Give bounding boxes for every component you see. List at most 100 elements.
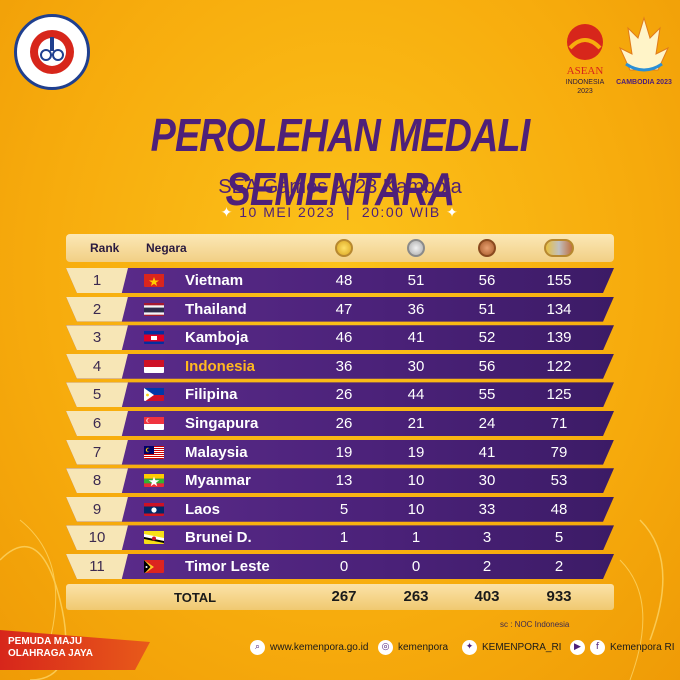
gold-count: 26 <box>335 415 353 432</box>
rank-value: 10 <box>88 529 106 547</box>
rank-cell <box>66 411 128 436</box>
country-name: Vietnam <box>185 272 244 289</box>
facebook-icon: f <box>590 640 605 655</box>
total-count: 48 <box>550 500 568 518</box>
table-row: 1 Vietnam 48 51 56 155 <box>66 268 614 293</box>
total-count: 53 <box>550 472 568 490</box>
bronze-count: 41 <box>478 443 496 461</box>
youtube-facebook-link[interactable]: ▶ f Kemenpora RI <box>570 640 674 655</box>
bronze-count: 2 <box>482 558 492 575</box>
total-gold: 267 <box>331 588 357 605</box>
total-count: 139 <box>546 329 572 347</box>
bronze-count: 51 <box>478 300 496 318</box>
twitter-icon: ✦ <box>462 640 477 655</box>
asean-logo-text-3: 2023 <box>577 88 593 95</box>
youtube-icon: ▶ <box>570 640 585 655</box>
laos-flag-icon <box>144 502 164 516</box>
rank-header: Rank <box>90 241 120 255</box>
indonesia-flag-icon <box>144 359 164 373</box>
total-total: 933 <box>546 588 572 605</box>
bronze-count: 33 <box>478 500 496 518</box>
total-medals-icon <box>544 239 574 257</box>
bronze-medal-icon <box>478 239 496 257</box>
country-name: Indonesia <box>185 357 256 375</box>
bronze-count: 52 <box>478 329 496 347</box>
brunei-flag-icon <box>144 530 164 545</box>
philippines-flag-icon <box>144 387 164 402</box>
total-row: TOTAL 267 263 403 933 <box>66 584 614 610</box>
twitter-link[interactable]: ✦ KEMENPORA_RI <box>462 640 561 655</box>
country-name: Filipina <box>185 386 238 404</box>
country-name: Brunei D. <box>185 529 252 547</box>
bronze-count: 55 <box>478 386 496 404</box>
total-count: 71 <box>550 415 568 432</box>
silver-count: 10 <box>407 500 425 518</box>
time-text: 20:00 WIB <box>361 204 441 220</box>
rank-value: 4 <box>92 357 102 375</box>
gold-medal-icon <box>335 239 353 257</box>
gold-count: 48 <box>335 272 353 289</box>
table-row: 3 Kamboja 46 41 52 139 <box>66 325 614 351</box>
cambodia-flag-icon <box>144 330 164 345</box>
country-name: Malaysia <box>185 443 248 461</box>
total-count: 122 <box>546 357 572 375</box>
social-bar: ⌕ www.kemenpora.go.id ◎ kemenpora ✦ KEME… <box>250 640 680 658</box>
silver-count: 36 <box>407 300 425 318</box>
gold-count: 13 <box>335 472 353 490</box>
bronze-count: 56 <box>478 272 496 289</box>
gold-count: 0 <box>339 558 349 575</box>
rank-cell <box>66 325 128 351</box>
rank-cell <box>66 296 128 322</box>
table-row: 8 Myanmar 13 10 30 53 <box>66 468 614 494</box>
total-silver: 263 <box>403 588 429 605</box>
bronze-count: 24 <box>478 415 496 432</box>
gold-count: 26 <box>335 386 353 404</box>
cambodia-2023-logo: CAMBODIA 2023 <box>616 16 672 86</box>
country-name: Myanmar <box>185 472 251 490</box>
bronze-count: 30 <box>478 472 496 490</box>
rank-cell <box>66 382 128 408</box>
total-label: TOTAL <box>174 590 217 605</box>
table-row: 10 Brunei D. 1 1 3 5 <box>66 525 614 551</box>
silver-count: 19 <box>407 443 425 461</box>
total-count: 2 <box>554 558 564 575</box>
gold-count: 47 <box>335 300 353 318</box>
country-name: Singapura <box>185 415 259 432</box>
gold-count: 5 <box>339 500 349 518</box>
instagram-link[interactable]: ◎ kemenpora <box>378 640 448 655</box>
silver-count: 1 <box>411 529 421 547</box>
youtube-facebook-text: Kemenpora RI <box>610 642 675 653</box>
silver-count: 44 <box>407 386 425 404</box>
rank-value: 1 <box>92 272 102 289</box>
vietnam-flag-icon <box>144 273 164 287</box>
gold-count: 19 <box>335 443 353 461</box>
rank-value: 5 <box>92 386 102 404</box>
total-bronze: 403 <box>474 588 500 605</box>
total-count: 155 <box>546 272 572 289</box>
tagline-line-1: PEMUDA MAJU <box>8 636 83 647</box>
rank-value: 6 <box>92 415 102 432</box>
silver-count: 0 <box>411 558 421 575</box>
country-name: Laos <box>185 500 221 518</box>
country-header: Negara <box>146 241 187 255</box>
country-name: Kamboja <box>185 329 249 347</box>
rank-value: 7 <box>92 443 102 461</box>
silver-count: 21 <box>407 415 425 432</box>
table-row: 5 Filipina 26 44 55 125 <box>66 382 614 408</box>
rank-cell <box>66 439 128 465</box>
page-subtitle: SEA Games 2023 Kamboja <box>218 176 462 198</box>
asean-indonesia-2023-logo: ASEAN INDONESIA 2023 <box>566 24 605 95</box>
rank-cell <box>66 468 128 494</box>
date-separator: | <box>345 204 352 220</box>
total-count: 79 <box>550 443 568 461</box>
sparkle-icon: ✦ <box>446 204 460 220</box>
tagline-line-2: OLAHRAGA JAYA <box>8 648 94 659</box>
website-link[interactable]: ⌕ www.kemenpora.go.id <box>250 640 368 655</box>
sparkle-icon: ✦ <box>220 204 234 220</box>
date-text: 10 MEI 2023 <box>239 204 336 220</box>
asean-logo-text-2: INDONESIA <box>566 79 605 86</box>
rank-value: 8 <box>92 472 102 490</box>
table-row: 9 Laos 5 10 33 48 <box>66 496 614 522</box>
malaysia-flag-icon <box>144 445 164 459</box>
gold-count: 1 <box>339 529 349 547</box>
